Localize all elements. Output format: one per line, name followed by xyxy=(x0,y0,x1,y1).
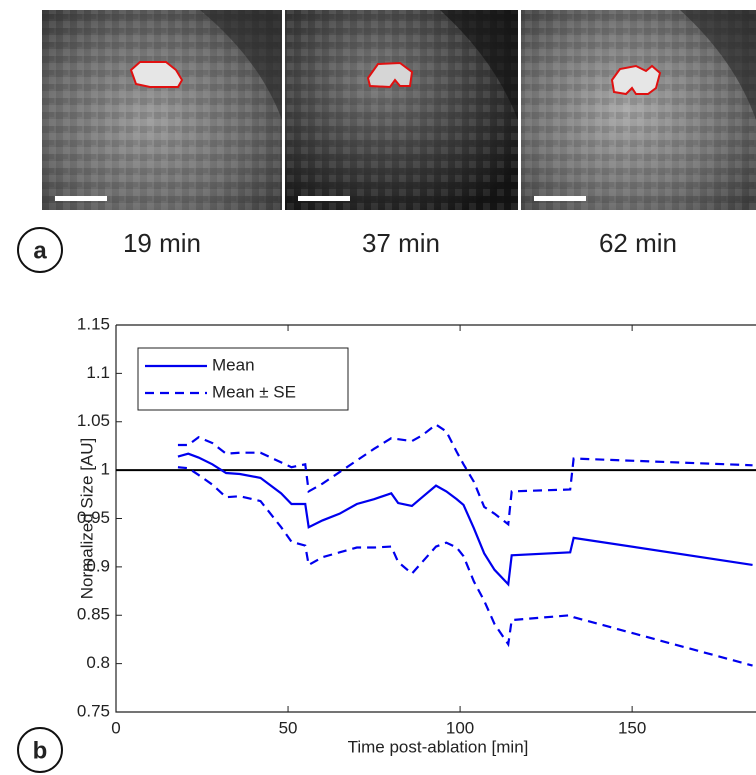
x-tick-label: 100 xyxy=(446,718,474,737)
scale-bar xyxy=(298,196,350,201)
legend-box xyxy=(137,347,349,411)
y-axis-label: Normalized Size [AU] xyxy=(77,438,96,600)
scale-bar xyxy=(55,196,107,201)
image-label: 19 min xyxy=(123,228,201,258)
x-tick-label: 0 xyxy=(111,718,120,737)
y-tick-label: 1.1 xyxy=(86,363,110,382)
y-tick-label: 0.75 xyxy=(77,701,110,720)
scale-bar xyxy=(534,196,586,201)
image-edge xyxy=(440,10,518,120)
panel-badge xyxy=(17,227,63,273)
x-axis-label: Time post-ablation [min] xyxy=(348,737,529,756)
panel-a-images: 19 min 37 min 62 min xyxy=(42,10,756,258)
lesion-contour xyxy=(610,64,662,96)
y-tick-label: 0.85 xyxy=(77,605,110,624)
y-tick-label: 1.05 xyxy=(77,411,110,430)
x-tick-label: 150 xyxy=(618,718,646,737)
series-line xyxy=(177,466,753,667)
lesion-contour xyxy=(366,61,414,89)
image-edge xyxy=(680,10,756,120)
series-line xyxy=(177,452,753,587)
y-tick-label: 0.9 xyxy=(86,556,110,575)
lesion-contour xyxy=(129,61,184,88)
y-tick-label: 1.15 xyxy=(77,314,110,333)
image-label: 62 min xyxy=(599,228,677,258)
image-label: 37 min xyxy=(362,228,440,258)
series-line xyxy=(177,423,753,527)
y-tick-label: 0.95 xyxy=(77,508,110,527)
image-edge xyxy=(200,10,282,120)
panel-badge xyxy=(17,727,63,773)
x-tick-label: 50 xyxy=(279,718,298,737)
panel-letter: a xyxy=(33,237,47,264)
legend-label: Mean xyxy=(212,355,255,374)
legend-label: Mean ± SE xyxy=(212,382,296,401)
y-tick-label: 1 xyxy=(101,460,110,479)
chart: 0.75 0.8 0.85 0.9 0.95 1 1.05 1.1 1.15 0 50 100 150 T… xyxy=(77,314,756,756)
y-tick-label: 0.8 xyxy=(86,653,110,672)
panel-letter: b xyxy=(33,737,48,764)
